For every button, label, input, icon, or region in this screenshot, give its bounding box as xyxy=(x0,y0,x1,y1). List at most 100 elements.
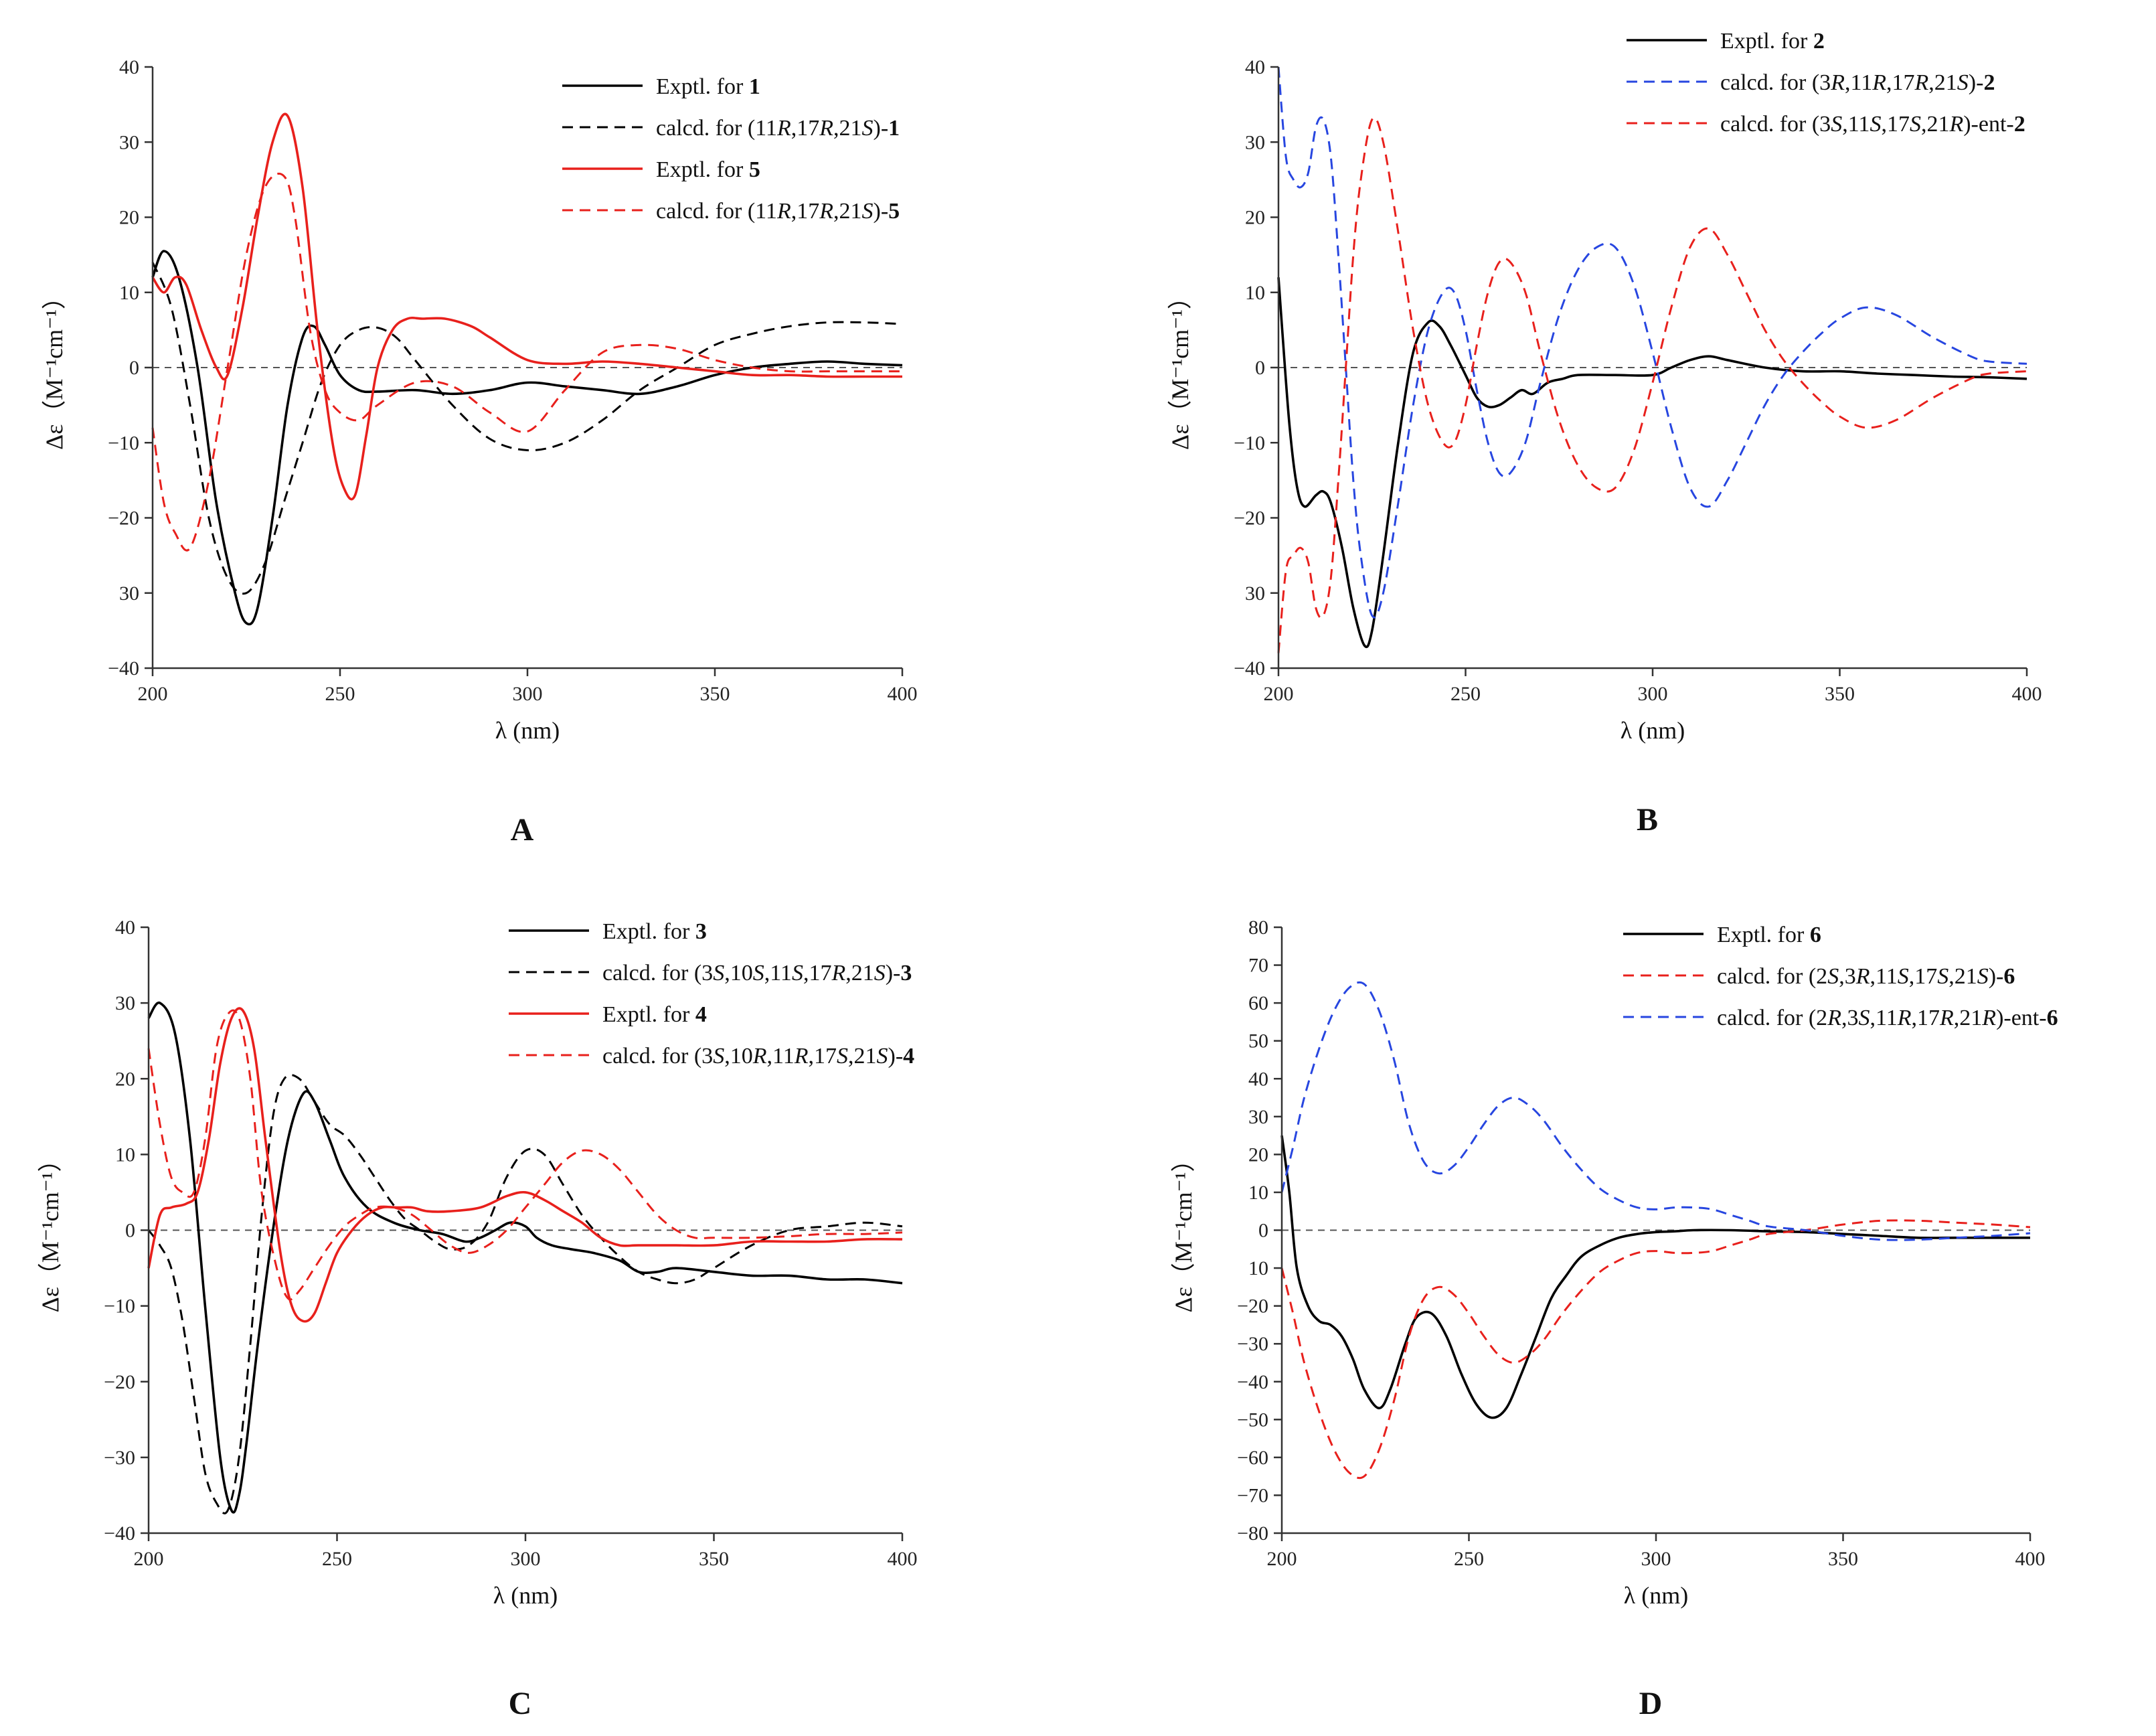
legend-label-part: ,21 xyxy=(848,1044,877,1069)
y-tick-label: −40 xyxy=(104,1522,135,1545)
y-tick-label: 10 xyxy=(1245,282,1265,304)
legend-label: calcd. for (2S,3R,11S,17S,21S)-6 xyxy=(1717,964,2015,989)
panel-letter: A xyxy=(511,812,534,848)
legend-label-part: Exptl. for xyxy=(602,919,695,944)
series-line-A-1 xyxy=(151,250,903,626)
y-tick-label: 30 xyxy=(119,582,139,605)
x-tick-label: 250 xyxy=(1450,683,1481,705)
legend-label-part: S xyxy=(874,961,886,985)
legend-label: Exptl. for 4 xyxy=(602,1002,707,1027)
legend-label-part: S xyxy=(862,199,874,224)
legend-label-part: R xyxy=(1855,964,1870,989)
panel-A: 200 250 300 350 400 −40 30 −20 −10 0 10 20 30 40 λ (nm… xyxy=(41,56,918,848)
legend-label-part: R xyxy=(1939,1006,1954,1030)
legend-label-part: S xyxy=(837,1044,848,1069)
legend-label: Exptl. for 6 xyxy=(1717,923,1821,947)
legend-label: calcd. for (3R,11R,17R,21S)-2 xyxy=(1720,70,1995,95)
legend-label-part: ,17 xyxy=(791,116,820,141)
legend-label: Exptl. for 5 xyxy=(656,157,760,182)
legend-label-part: )-ent- xyxy=(1996,1006,2047,1030)
legend-label-part: 2 xyxy=(1983,70,1995,95)
legend-label: Exptl. for 3 xyxy=(602,919,707,944)
legend-label-part: ,17 xyxy=(791,199,820,224)
series-line-C-4 xyxy=(147,1009,903,1301)
y-tick-label: 70 xyxy=(1248,955,1268,977)
legend-label-part: ,21 xyxy=(833,199,862,224)
y-tick-label: 40 xyxy=(119,56,139,78)
x-axis-label: λ (nm) xyxy=(493,1582,558,1609)
legend-label-part: ,17 xyxy=(803,961,832,985)
legend-label-part: )- xyxy=(1989,964,2004,989)
legend-label-part: R xyxy=(794,1044,809,1069)
panel-D: 200 250 300 350 400 −80 −70 −60 −50 −40 −30 −20 10 0 1… xyxy=(1170,917,2058,1721)
series-line-A-3 xyxy=(151,112,902,501)
y-tick-label: −10 xyxy=(104,1295,135,1318)
legend-label-part: ,21 xyxy=(1954,1006,1983,1030)
legend-label-part: S xyxy=(862,116,874,141)
legend-label-part: 3 xyxy=(900,961,912,985)
legend-label-part: S xyxy=(1957,70,1969,95)
y-tick-label: 30 xyxy=(115,992,135,1014)
y-tick-label: 30 xyxy=(1245,131,1265,153)
x-tick-label: 250 xyxy=(325,683,355,705)
x-tick-label: 250 xyxy=(1454,1548,1484,1570)
legend-label-part: 4 xyxy=(695,1002,707,1027)
legend-label-part: 2 xyxy=(1813,29,1825,54)
y-axis-label: Δε（M⁻¹cm⁻¹） xyxy=(37,1148,64,1313)
legend-label-part: )-ent- xyxy=(1963,112,2014,137)
legend-label-part: ,3 xyxy=(1839,964,1856,989)
y-tick-label: −10 xyxy=(108,432,139,454)
legend-label-part: S xyxy=(713,961,724,985)
legend-label-part: )- xyxy=(874,116,889,141)
legend-label: calcd. for (11R,17R,21S)-1 xyxy=(656,116,900,141)
legend-label-part: ,17 xyxy=(1912,1006,1940,1030)
y-tick-label: 40 xyxy=(115,917,135,939)
legend-label-part: S xyxy=(1898,964,1909,989)
legend-label-part: S xyxy=(792,961,803,985)
legend-label-part: Exptl. for xyxy=(1720,29,1813,54)
series-line-C-3 xyxy=(147,1007,903,1323)
y-tick-label: 10 xyxy=(115,1143,135,1166)
legend-label-part: ,17 xyxy=(1886,70,1915,95)
legend-label-part: S xyxy=(1827,964,1839,989)
legend-label-part: ,17 xyxy=(1881,112,1910,137)
legend-label-part: S xyxy=(713,1044,724,1069)
x-axis-label: λ (nm) xyxy=(495,717,560,744)
y-tick-label: 20 xyxy=(1245,207,1265,229)
y-tick-label: 50 xyxy=(1248,1030,1268,1052)
legend-label-part: calcd. for (3 xyxy=(1720,112,1831,137)
legend-label-part: ,21 xyxy=(845,961,874,985)
legend-label-part: 5 xyxy=(749,157,760,182)
series-line-A-2 xyxy=(151,262,903,595)
y-tick-label: −10 xyxy=(1234,432,1265,454)
legend-label-part: R xyxy=(1872,70,1886,95)
legend-label: calcd. for (11R,17R,21S)-5 xyxy=(656,199,900,224)
y-tick-label: 0 xyxy=(129,357,139,379)
y-tick-label: 30 xyxy=(1248,1106,1268,1128)
legend-label-part: ,11 xyxy=(1870,964,1897,989)
legend-label-part: R xyxy=(1897,1006,1912,1030)
legend-label: Exptl. for 2 xyxy=(1720,29,1825,54)
y-tick-label: −60 xyxy=(1237,1447,1268,1469)
x-tick-label: 400 xyxy=(2015,1548,2046,1570)
panel-C: 200 250 300 350 400 −40 −30 −20 −10 0 10 20 30 40 λ (n… xyxy=(37,917,918,1721)
y-tick-label: 30 xyxy=(1245,582,1265,605)
series-line-D-1 xyxy=(1280,1135,2030,1419)
y-tick-label: 80 xyxy=(1248,917,1268,939)
legend-label-part: R xyxy=(819,116,833,141)
legend-label-part: )- xyxy=(888,1044,904,1069)
series-line-B-2 xyxy=(1277,66,2027,619)
legend-label-part: S xyxy=(1910,112,1921,137)
y-tick-label: −80 xyxy=(1237,1522,1268,1545)
legend-label-part: calcd. for (3 xyxy=(602,1044,713,1069)
y-tick-label: −30 xyxy=(104,1447,135,1469)
x-tick-label: 350 xyxy=(1828,1548,1858,1570)
legend-label-part: ,17 xyxy=(1909,964,1938,989)
legend-label-part: ,17 xyxy=(809,1044,837,1069)
legend-label-part: 4 xyxy=(903,1044,914,1069)
legend-label-part: R xyxy=(819,199,833,224)
x-tick-label: 400 xyxy=(2012,683,2042,705)
legend-label-part: S xyxy=(753,961,764,985)
legend-label-part: calcd. for (3 xyxy=(602,961,713,985)
legend-label-part: S xyxy=(1858,1006,1870,1030)
